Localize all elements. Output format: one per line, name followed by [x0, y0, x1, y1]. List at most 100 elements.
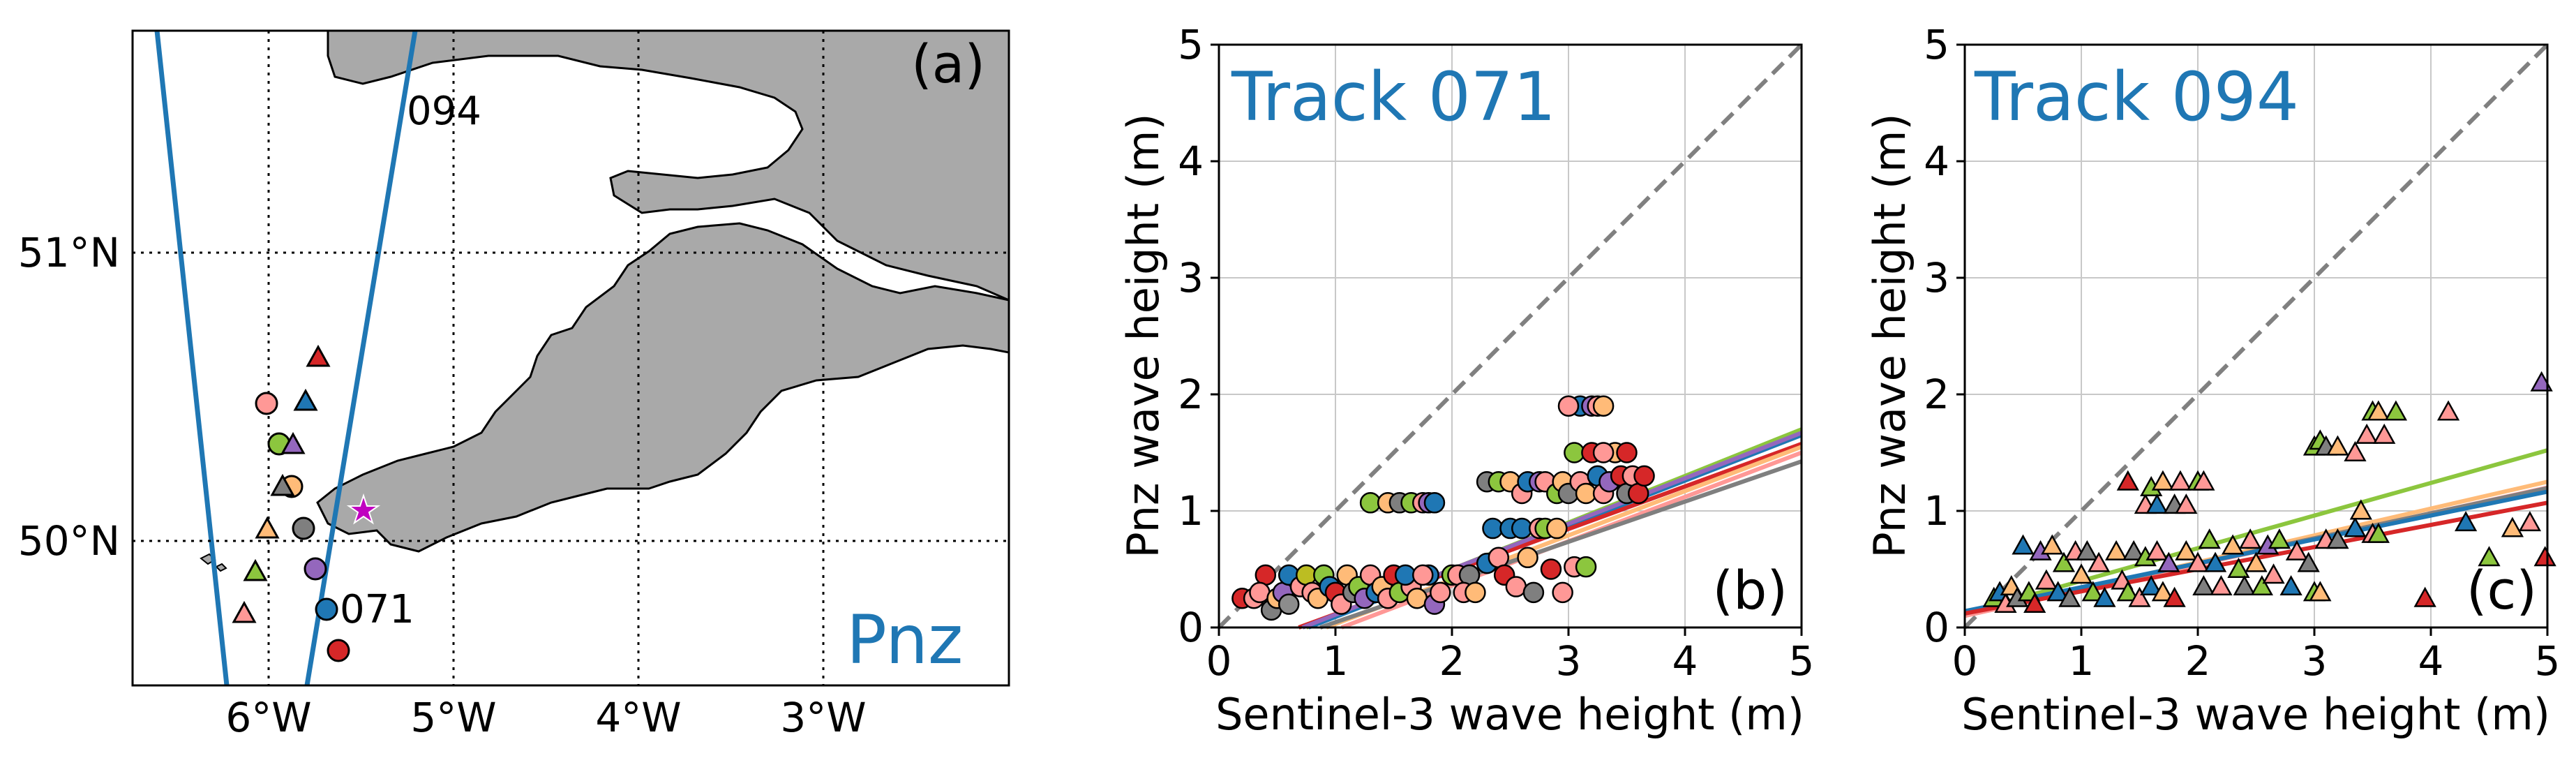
data-point	[2192, 574, 2215, 595]
data-point	[2373, 423, 2396, 444]
data-point	[2356, 423, 2379, 444]
data-point	[2081, 581, 2104, 602]
data-point	[2175, 493, 2198, 514]
one-to-one-line	[1963, 43, 2549, 630]
data-point	[2245, 551, 2268, 572]
y-tick-label: 5	[1924, 21, 1949, 68]
data-point	[1430, 581, 1451, 604]
data-point	[2436, 400, 2460, 421]
marker-triangle	[280, 431, 306, 454]
data-point	[2518, 511, 2542, 532]
data-point	[2175, 540, 2198, 560]
plot-frame	[1218, 43, 1803, 629]
data-point	[2035, 569, 2058, 590]
data-point	[2128, 586, 2151, 607]
data-point	[2344, 440, 2367, 461]
marker-circle	[304, 557, 327, 581]
data-point	[2046, 581, 2069, 602]
data-point	[2198, 528, 2221, 549]
data-point	[2413, 586, 2436, 607]
data-point	[1552, 581, 1573, 604]
y-tick-label: 5	[1178, 21, 1204, 68]
data-point	[1540, 558, 1562, 580]
y-tick-label: 0	[1178, 604, 1204, 651]
data-point	[1557, 395, 1580, 417]
data-point	[1592, 442, 1615, 463]
data-point	[2227, 557, 2250, 578]
data-point	[2349, 499, 2372, 520]
x-tick-label: 1	[1323, 637, 1349, 685]
data-point	[1406, 588, 1428, 609]
data-point	[2367, 522, 2390, 543]
x-tick-label: 2	[2185, 637, 2211, 685]
data-point	[2146, 493, 2169, 514]
chart-title: Track 094	[1974, 58, 2299, 136]
data-point	[2069, 563, 2093, 584]
data-point	[2192, 470, 2215, 491]
panel-label-c: (c)	[2466, 559, 2537, 621]
data-point	[1546, 517, 1568, 540]
x-tick-label: 5	[2535, 637, 2561, 685]
marker-circle	[255, 392, 278, 415]
data-point	[2104, 540, 2128, 560]
data-point	[2122, 540, 2146, 560]
data-point	[2087, 551, 2111, 572]
data-point	[2279, 574, 2302, 595]
x-axis-label: Sentinel-3 wave height (m)	[1961, 689, 2550, 740]
data-point	[2058, 586, 2081, 607]
fit-line	[1964, 448, 2548, 616]
data-point	[1412, 564, 1434, 586]
x-tick-label: 3	[2302, 637, 2328, 685]
scatter-panel-b: 0 1 2 3 4 5 0 1 2 3 4 5 Track 071 Sentinel-3 wave h…	[1118, 21, 1814, 740]
data-point	[2478, 546, 2501, 567]
data-point	[1458, 564, 1481, 586]
x-axis-label: Sentinel-3 wave height (m)	[1215, 689, 1804, 740]
one-to-one-line	[1217, 43, 1804, 630]
data-point	[2012, 534, 2035, 555]
map-lon-tick: 4°W	[595, 694, 681, 741]
data-point	[2210, 574, 2233, 595]
data-point	[2367, 400, 2390, 421]
marker-circle	[327, 639, 350, 662]
data-point	[2116, 581, 2139, 602]
x-tick-label: 4	[2418, 637, 2444, 685]
y-axis-label: Pnz wave height (m)	[1118, 113, 1169, 558]
data-point	[2116, 470, 2139, 491]
data-point	[2169, 470, 2192, 491]
data-point	[2151, 581, 2175, 602]
data-point	[1592, 395, 1615, 417]
data-point	[1575, 556, 1597, 578]
tick-labels: 0 1 2 3 4 5 0 1 2 3 4 5	[1924, 21, 2560, 685]
panel-label-b: (b)	[1712, 559, 1788, 621]
one-to-one-line-path	[1217, 43, 1804, 630]
x-tick-label: 5	[1789, 637, 1815, 685]
data-point	[2052, 551, 2076, 572]
y-tick-label: 2	[1178, 371, 1204, 418]
data-point	[1633, 465, 1655, 487]
data-point	[1517, 547, 1538, 569]
x-tick-label: 0	[1952, 637, 1978, 685]
data-point	[1522, 581, 1545, 604]
panel-label-a: (a)	[911, 33, 985, 95]
scatter-panel-c: 0 1 2 3 4 5 0 1 2 3 4 5 Track 094 Sentinel-3 wave h…	[1864, 21, 2560, 740]
marker-circle	[315, 597, 338, 621]
track-071-label: 071	[340, 587, 414, 632]
data-point	[2344, 517, 2367, 537]
data-points	[1982, 371, 2556, 614]
marker-triangle	[293, 388, 318, 411]
y-axis-label: Pnz wave height (m)	[1864, 113, 1915, 558]
data-point	[2309, 581, 2332, 602]
map-lon-tick: 6°W	[225, 694, 311, 741]
marker-triangle	[306, 344, 331, 367]
data-point	[2186, 551, 2210, 572]
data-point	[2076, 540, 2099, 560]
data-point	[1488, 547, 1510, 569]
marker-circle	[292, 517, 315, 540]
map-lon-tick: 3°W	[780, 694, 866, 741]
one-to-one-line-path	[1963, 43, 2549, 630]
plot-frame	[1963, 43, 2549, 629]
map-land-southwest	[316, 222, 1009, 553]
data-point	[1255, 564, 1277, 586]
data-point	[2093, 586, 2116, 607]
